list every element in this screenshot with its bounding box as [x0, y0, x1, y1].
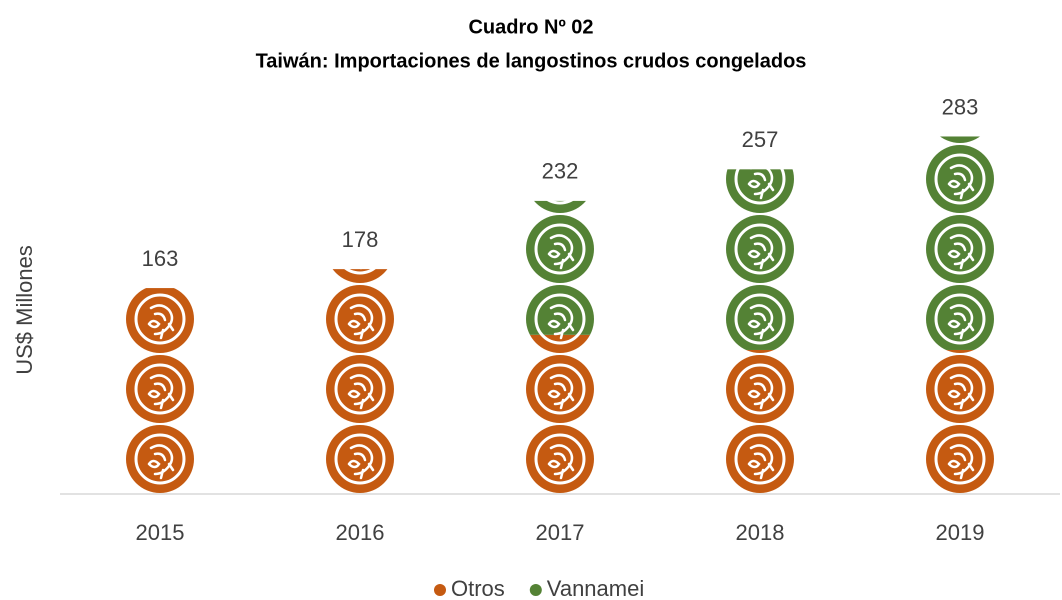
y-axis-label: US$ Millones — [12, 245, 37, 375]
total-label: 178 — [342, 227, 379, 252]
legend-label: Otros — [451, 576, 505, 600]
bar — [125, 288, 195, 494]
total-label: 257 — [742, 127, 779, 152]
bar — [525, 334, 595, 494]
legend-marker — [529, 584, 542, 596]
bar — [525, 200, 595, 335]
x-tick-label: 2018 — [736, 520, 785, 545]
x-tick-label: 2015 — [136, 520, 185, 545]
bar — [925, 349, 995, 494]
chart-subtitle: Taiwán: Importaciones de langostinos cru… — [256, 50, 807, 72]
bar — [725, 349, 795, 494]
bar — [725, 169, 795, 350]
x-tick-label: 2017 — [536, 520, 585, 545]
bar — [325, 269, 395, 494]
total-label: 163 — [142, 246, 179, 271]
legend-label: Vannamei — [547, 576, 644, 600]
x-tick-label: 2016 — [336, 520, 385, 545]
legend-marker — [434, 584, 446, 596]
bar — [925, 136, 995, 350]
total-label: 232 — [542, 159, 579, 184]
total-label: 283 — [942, 94, 979, 119]
x-tick-label: 2019 — [936, 520, 985, 545]
chart-title: Cuadro Nº 02 — [468, 16, 593, 38]
